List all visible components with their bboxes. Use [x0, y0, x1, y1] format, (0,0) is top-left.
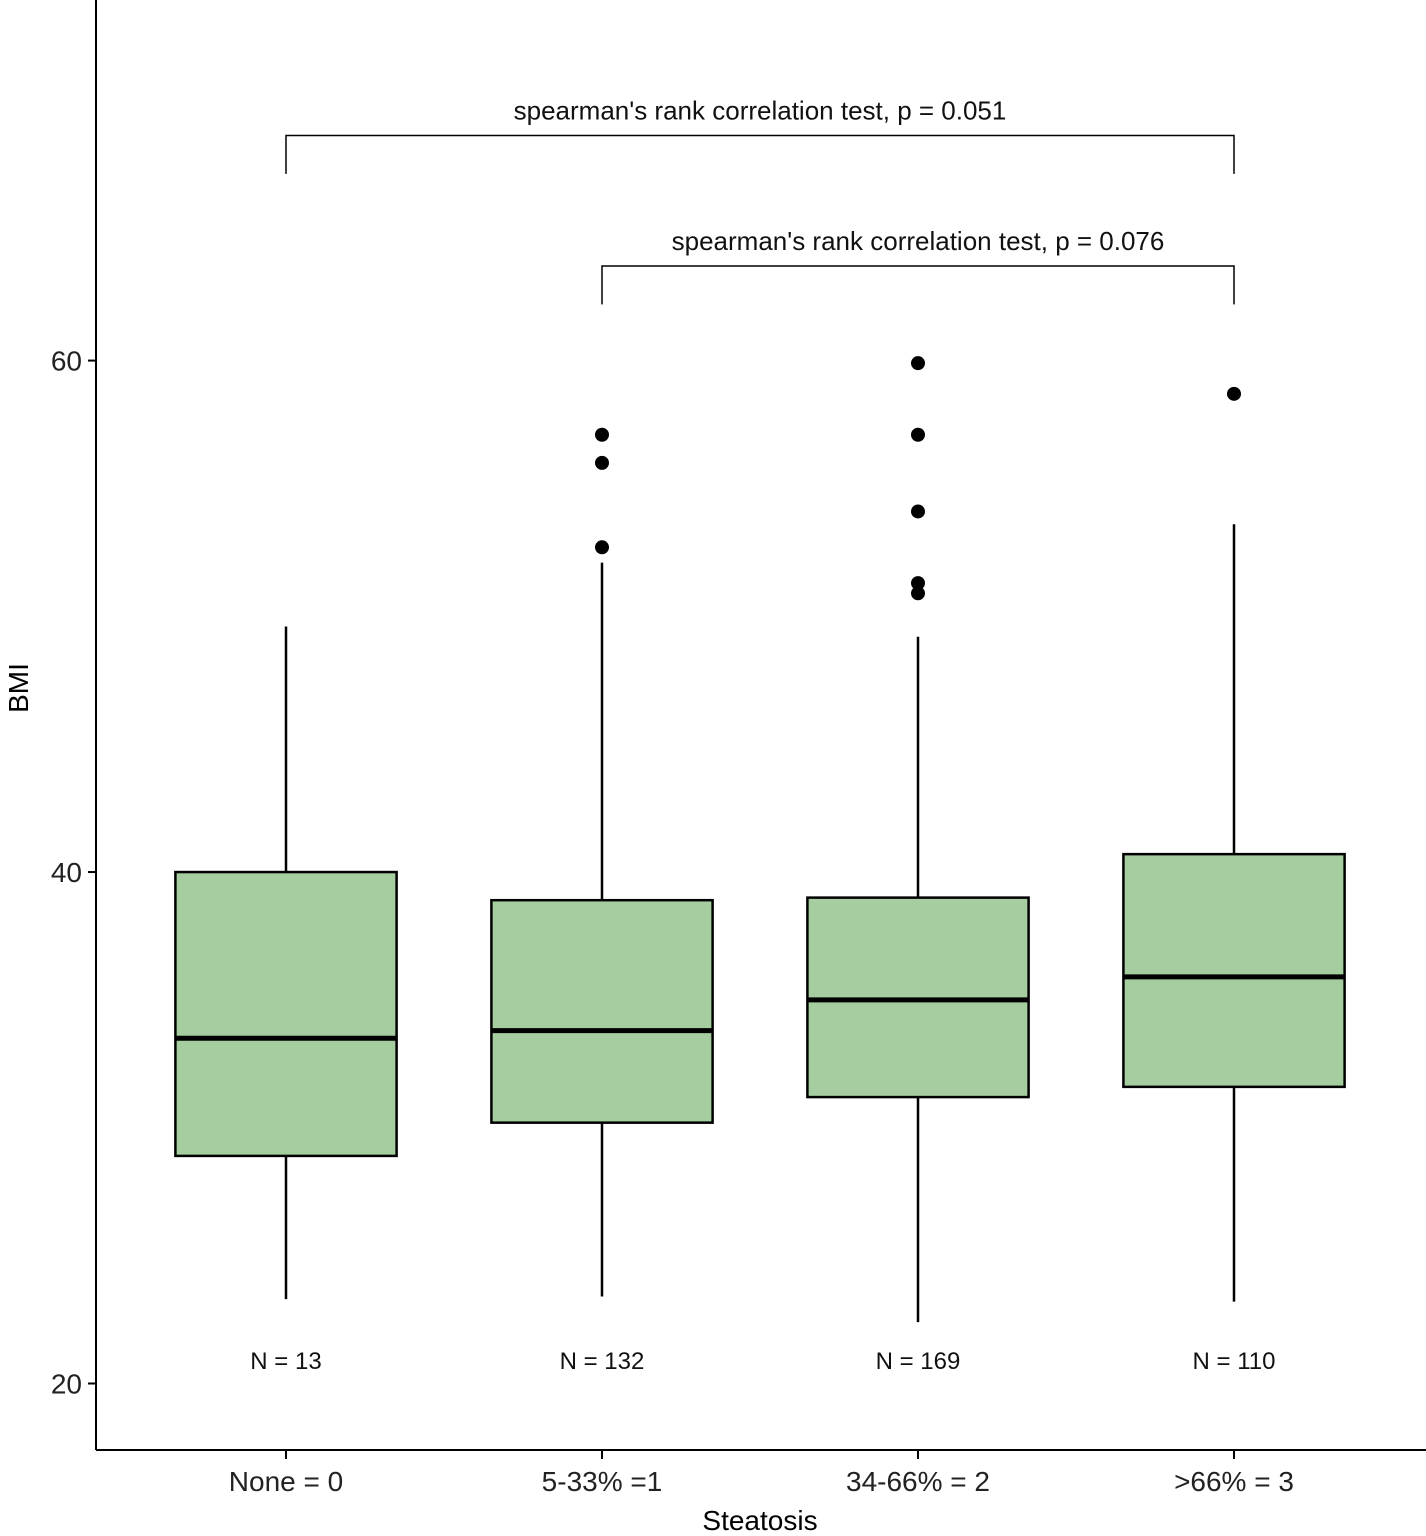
box-group: N = 132: [490, 427, 714, 1375]
y-axis-title: BMI: [3, 663, 34, 713]
significance-bracket: spearman's rank correlation test, p = 0.…: [601, 226, 1235, 305]
bracket-line: [285, 134, 1235, 174]
y-tick-label: 60: [51, 346, 82, 377]
y-tick-label: 40: [51, 857, 82, 888]
significance-bracket: spearman's rank correlation test, p = 0.…: [285, 96, 1235, 174]
outlier-point: [1227, 386, 1241, 401]
outlier-point: [595, 540, 609, 555]
box-group: N = 110: [1122, 386, 1346, 1375]
n-label: N = 132: [560, 1348, 645, 1375]
n-label: N = 169: [876, 1348, 961, 1375]
outlier-point: [595, 427, 609, 442]
outlier-point: [911, 576, 925, 591]
outlier-point: [595, 455, 609, 470]
box: [490, 898, 714, 1124]
box-group: N = 13: [174, 626, 398, 1375]
n-label: N = 13: [250, 1348, 321, 1375]
box-group: N = 169: [806, 356, 1030, 1375]
y-tick-label: 20: [51, 1369, 82, 1400]
x-axis-title: Steatosis: [702, 1505, 817, 1536]
box: [806, 896, 1030, 1099]
plot-marks: N = 13 N = 132 N = 169 N = 110 spearman's ra…: [174, 96, 1346, 1375]
outlier-point: [911, 356, 925, 371]
y-ticks: 20 40 60: [51, 346, 96, 1400]
x-tick-label: None = 0: [229, 1466, 343, 1497]
annotation-label: spearman's rank correlation test, p = 0.…: [672, 226, 1165, 256]
outlier-point: [911, 427, 925, 442]
annotation-label: spearman's rank correlation test, p = 0.…: [514, 96, 1007, 126]
x-ticks: None = 0 5-33% =1 34-66% = 2 >66% = 3: [229, 1450, 1294, 1497]
box: [1122, 852, 1346, 1089]
outlier-point: [911, 586, 925, 601]
bracket-line: [601, 265, 1235, 305]
x-tick-label: 34-66% = 2: [846, 1466, 990, 1497]
n-label: N = 110: [1193, 1348, 1276, 1375]
box: [174, 870, 398, 1158]
outlier-point: [911, 504, 925, 519]
x-tick-label: 5-33% =1: [542, 1466, 663, 1497]
x-tick-label: >66% = 3: [1174, 1466, 1294, 1497]
